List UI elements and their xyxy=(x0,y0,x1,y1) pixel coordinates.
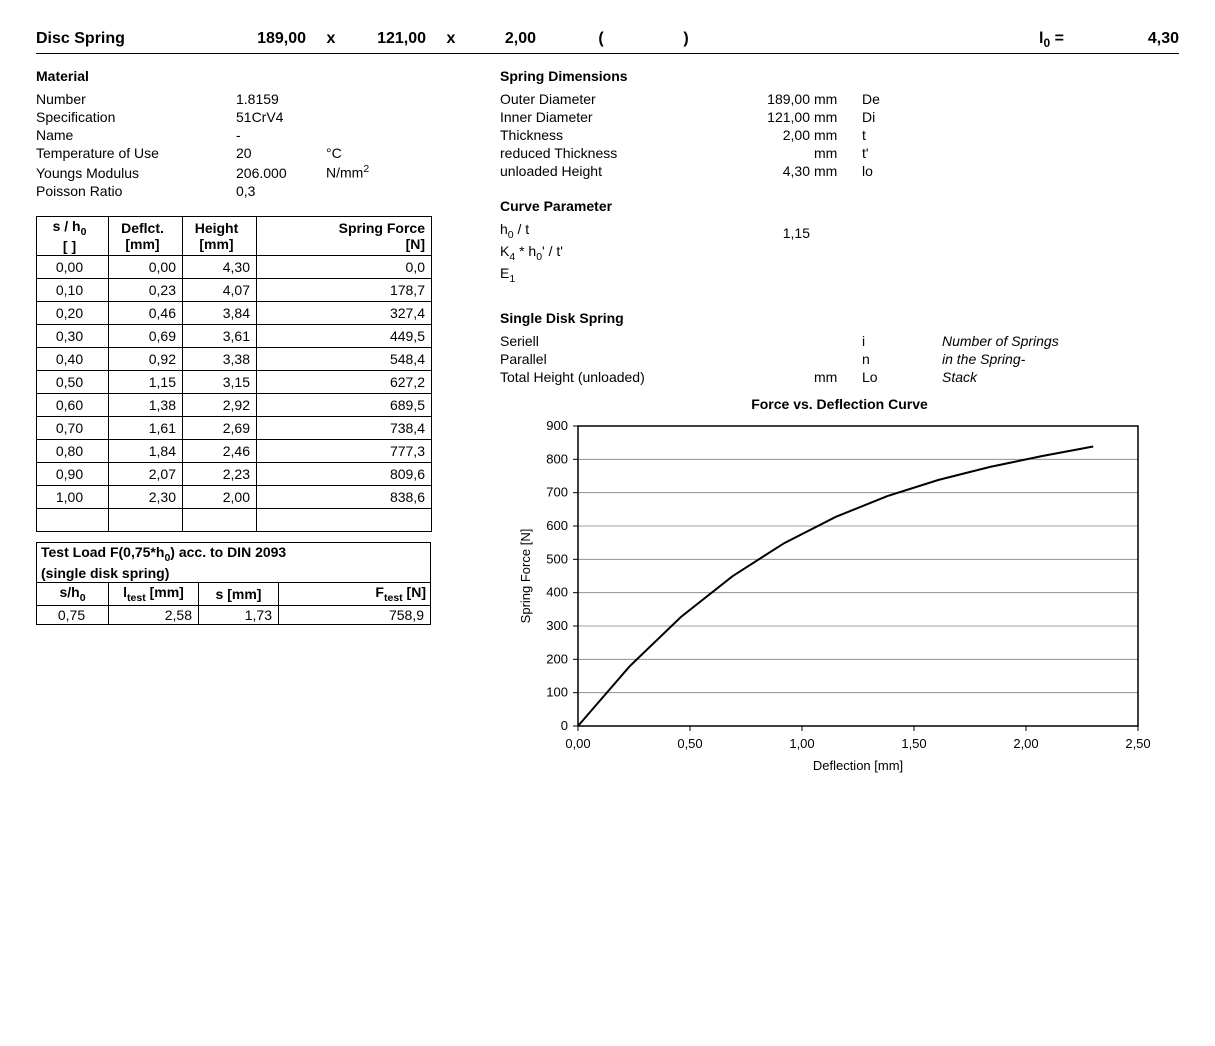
spring-dim-table: Outer Diameter 189,00 mm DeInner Diamete… xyxy=(500,90,922,180)
material-value: 0,3 xyxy=(236,182,326,200)
curve-param-table: h0 / t 1,15 K4 * h0' / t' E1 xyxy=(500,220,922,285)
single-disk-table: Seriell i Number of SpringsParallel n in… xyxy=(500,332,1059,386)
material-value: 20 xyxy=(236,144,326,162)
material-unit: °C xyxy=(326,144,406,162)
svg-text:1,00: 1,00 xyxy=(789,736,814,751)
svg-text:600: 600 xyxy=(546,518,568,533)
material-label: Specification xyxy=(36,108,236,126)
material-label: Name xyxy=(36,126,236,144)
material-table: Number 1.8159 Specification 51CrV4 Name … xyxy=(36,90,406,200)
svg-text:500: 500 xyxy=(546,551,568,566)
material-value: - xyxy=(236,126,326,144)
svg-text:800: 800 xyxy=(546,451,568,466)
svg-text:300: 300 xyxy=(546,618,568,633)
material-heading: Material xyxy=(36,68,476,84)
svg-text:700: 700 xyxy=(546,484,568,499)
material-unit xyxy=(326,182,406,200)
table-row: 0,100,234,07178,7 xyxy=(37,278,432,301)
single-disk-heading: Single Disk Spring xyxy=(500,310,1179,326)
svg-text:Spring Force [N]: Spring Force [N] xyxy=(518,528,533,623)
deflection-table: s / h0[ ] Deflct.[mm] Height[mm] Spring … xyxy=(36,216,432,532)
svg-text:0: 0 xyxy=(561,718,568,733)
table-row: 0,000,004,300,0 xyxy=(37,255,432,278)
material-value: 51CrV4 xyxy=(236,108,326,126)
material-unit xyxy=(326,108,406,126)
material-unit: N/mm2 xyxy=(326,162,406,182)
force-deflection-chart: 0 100 200 300 400 500 600 700 800 900 0,00 0,50 1,00… xyxy=(500,416,1160,786)
table-row: 0,902,072,23809,6 xyxy=(37,462,432,485)
table-row: 0,801,842,46777,3 xyxy=(37,439,432,462)
svg-text:200: 200 xyxy=(546,651,568,666)
material-label: Number xyxy=(36,90,236,108)
curve-param-heading: Curve Parameter xyxy=(500,198,1179,214)
spring-dim-heading: Spring Dimensions xyxy=(500,68,1179,84)
material-unit xyxy=(326,90,406,108)
material-value: 206.000 xyxy=(236,162,326,182)
svg-text:2,50: 2,50 xyxy=(1125,736,1150,751)
svg-text:900: 900 xyxy=(546,418,568,433)
material-unit xyxy=(326,126,406,144)
title: Disc Spring xyxy=(36,30,226,48)
test-load-table: Test Load F(0,75*h0) acc. to DIN 2093 (s… xyxy=(36,542,431,626)
material-label: Temperature of Use xyxy=(36,144,236,162)
svg-text:2,00: 2,00 xyxy=(1013,736,1038,751)
table-row: 0,200,463,84327,4 xyxy=(37,301,432,324)
chart-title: Force vs. Deflection Curve xyxy=(500,396,1179,412)
material-label: Poisson Ratio xyxy=(36,182,236,200)
material-label: Youngs Modulus xyxy=(36,162,236,182)
header-row: Disc Spring 189,00 x 121,00 x 2,00 ( ) l… xyxy=(36,30,1179,53)
table-row: 0,701,612,69738,4 xyxy=(37,416,432,439)
svg-text:0,00: 0,00 xyxy=(565,736,590,751)
material-value: 1.8159 xyxy=(236,90,326,108)
l0-label: l0 = xyxy=(1039,30,1099,50)
table-row: 1,002,302,00838,6 xyxy=(37,485,432,508)
table-row: 0,601,382,92689,5 xyxy=(37,393,432,416)
svg-text:100: 100 xyxy=(546,684,568,699)
svg-text:Deflection [mm]: Deflection [mm] xyxy=(813,758,903,773)
table-row: 0,501,153,15627,2 xyxy=(37,370,432,393)
svg-text:1,50: 1,50 xyxy=(901,736,926,751)
table-row: 0,400,923,38548,4 xyxy=(37,347,432,370)
svg-text:0,50: 0,50 xyxy=(677,736,702,751)
table-row: 0,300,693,61449,5 xyxy=(37,324,432,347)
svg-text:400: 400 xyxy=(546,584,568,599)
